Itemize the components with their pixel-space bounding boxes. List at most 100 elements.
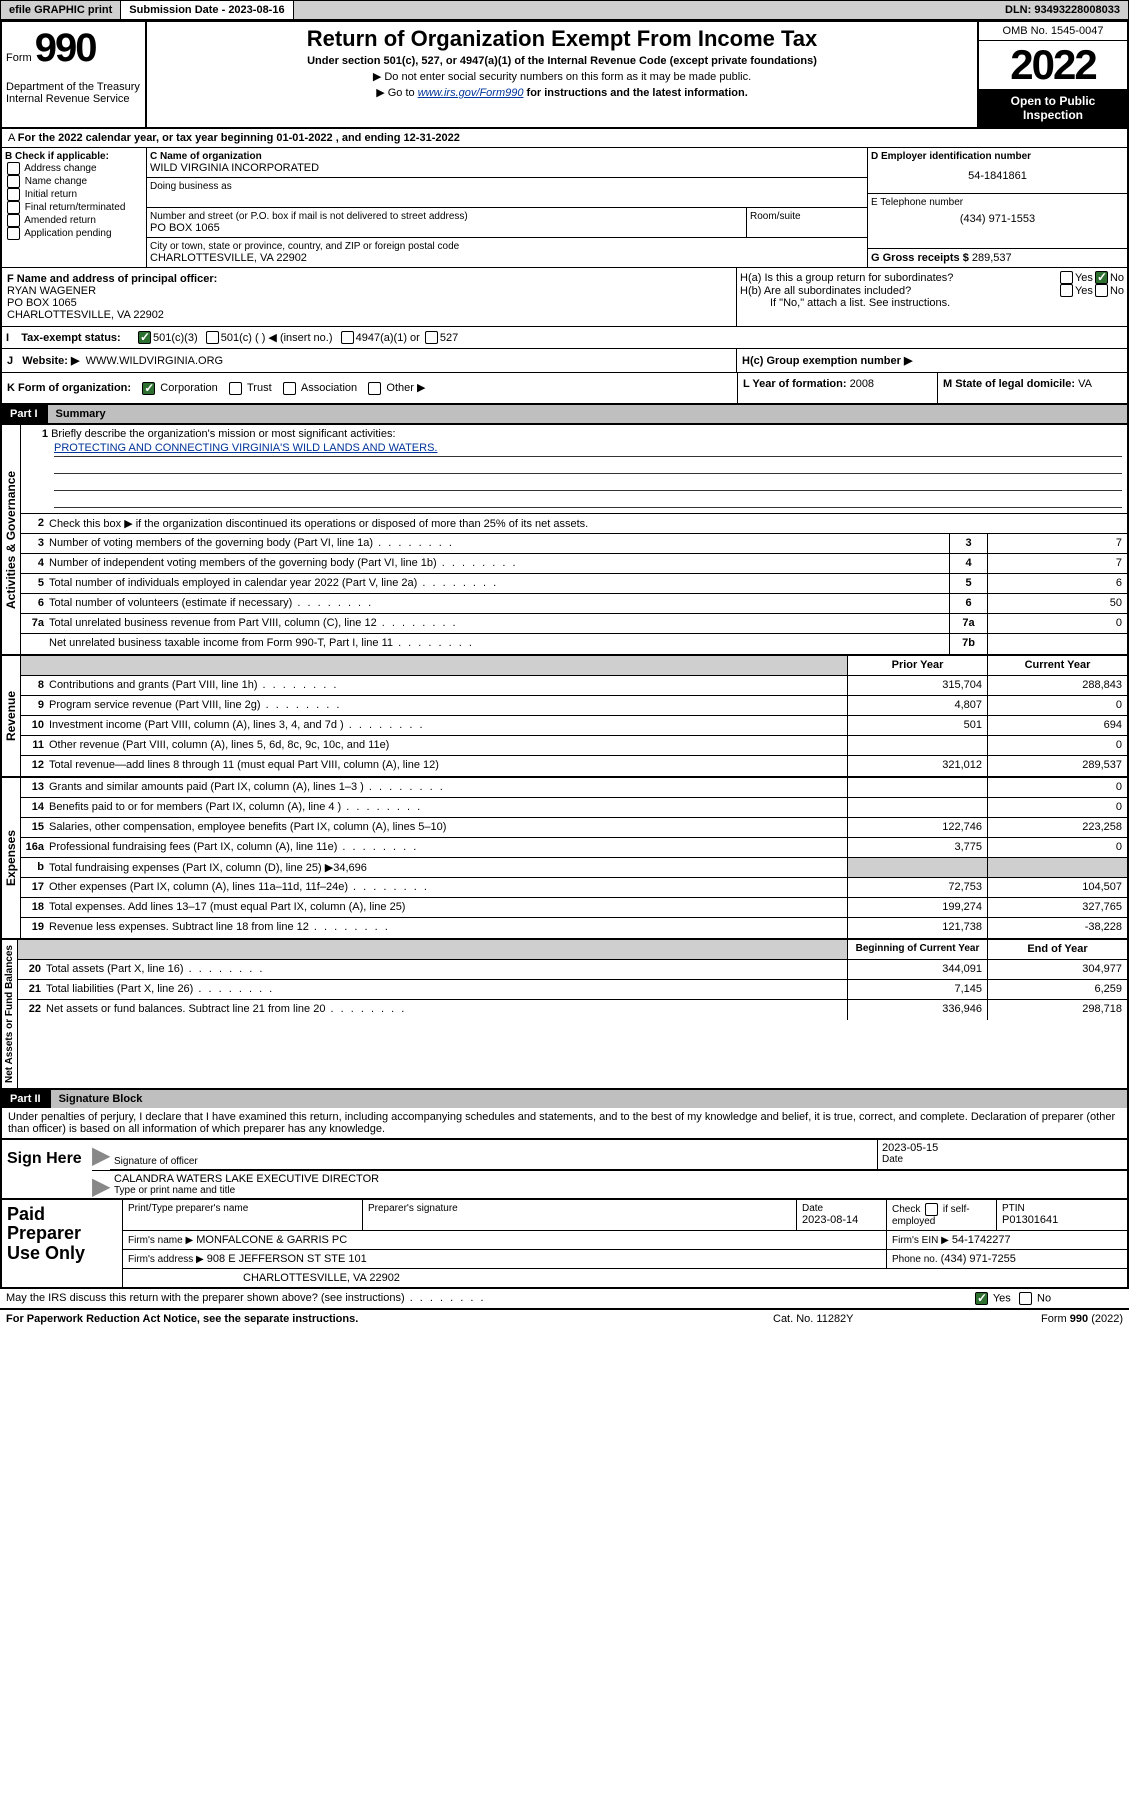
- l13-prior: [847, 778, 987, 797]
- subtitle-ssn: ▶ Do not enter social security numbers o…: [151, 70, 973, 83]
- officer-name: RYAN WAGENER: [7, 285, 731, 297]
- l8-text: Contributions and grants (Part VIII, lin…: [49, 676, 847, 695]
- l10-curr: 694: [987, 716, 1127, 735]
- cb-501c[interactable]: [206, 331, 219, 344]
- opt-name: Name change: [25, 176, 87, 187]
- subtitle-section: Under section 501(c), 527, or 4947(a)(1)…: [151, 55, 973, 67]
- l5-text: Total number of individuals employed in …: [49, 574, 949, 593]
- section-governance: Activities & Governance: [2, 425, 21, 654]
- city-label: City or town, state or province, country…: [150, 241, 864, 252]
- discuss-yes[interactable]: [975, 1292, 988, 1305]
- cb-name-change[interactable]: [7, 175, 20, 188]
- sig-officer-label: Signature of officer: [114, 1156, 873, 1167]
- l-label: L Year of formation:: [743, 378, 847, 390]
- firm-name-val: MONFALCONE & GARRIS PC: [196, 1234, 347, 1246]
- cb-final[interactable]: [7, 201, 20, 214]
- ha-no[interactable]: [1095, 271, 1108, 284]
- firm-addr-val: 908 E JEFFERSON ST STE 101: [207, 1253, 367, 1265]
- signature-arrow-icon: ▶: [92, 1140, 110, 1170]
- l8-curr: 288,843: [987, 676, 1127, 695]
- j-label: Website: ▶: [22, 355, 79, 367]
- cb-address-change[interactable]: [7, 162, 20, 175]
- cb-corp[interactable]: [142, 382, 155, 395]
- cb-4947[interactable]: [341, 331, 354, 344]
- cb-pending[interactable]: [7, 227, 20, 240]
- cb-amended[interactable]: [7, 214, 20, 227]
- irs-link[interactable]: www.irs.gov/Form990: [418, 87, 524, 99]
- l19-curr: -38,228: [987, 918, 1127, 938]
- l17-text: Other expenses (Part IX, column (A), lin…: [49, 878, 847, 897]
- dy: Yes: [993, 1292, 1011, 1304]
- l11-prior: [847, 736, 987, 755]
- tax-year: 2022: [979, 41, 1127, 89]
- ha-yes[interactable]: [1060, 271, 1073, 284]
- dln-label: DLN: 93493228008033: [294, 1, 1128, 19]
- l5-val: 6: [987, 574, 1127, 593]
- f-officer-label: F Name and address of principal officer:: [7, 273, 731, 285]
- l2-text: Check this box ▶ if the organization dis…: [49, 514, 1127, 533]
- phone-value: (434) 971-1553: [871, 208, 1124, 230]
- discuss-no[interactable]: [1019, 1292, 1032, 1305]
- efile-print-button[interactable]: efile GRAPHIC print: [1, 1, 121, 19]
- cat-no: Cat. No. 11282Y: [773, 1313, 973, 1325]
- dba-label: Doing business as: [147, 178, 867, 208]
- cb-initial[interactable]: [7, 188, 20, 201]
- prep-date-val: 2023-08-14: [802, 1214, 881, 1226]
- box-b-check: B Check if applicable: Address change Na…: [2, 148, 147, 267]
- cb-527[interactable]: [425, 331, 438, 344]
- form-number: 990: [35, 26, 96, 70]
- paid-preparer-label: Paid Preparer Use Only: [2, 1200, 122, 1287]
- submission-date-button[interactable]: Submission Date - 2023-08-16: [121, 1, 293, 19]
- cb-self-employed[interactable]: [925, 1203, 938, 1216]
- prep-name-lbl: Print/Type preparer's name: [128, 1203, 357, 1214]
- opt-corp: Corporation: [160, 382, 217, 394]
- top-toolbar: efile GRAPHIC print Submission Date - 20…: [0, 0, 1129, 20]
- part1-title: Summary: [48, 405, 1127, 423]
- officer-name-title: CALANDRA WATERS LAKE EXECUTIVE DIRECTOR: [114, 1173, 1123, 1185]
- hb-no[interactable]: [1095, 284, 1108, 297]
- section-revenue: Revenue: [2, 656, 21, 776]
- l4-text: Number of independent voting members of …: [49, 554, 949, 573]
- l8-prior: 315,704: [847, 676, 987, 695]
- phone-label: E Telephone number: [871, 197, 1124, 208]
- type-name-label: Type or print name and title: [114, 1185, 1123, 1196]
- l6-val: 50: [987, 594, 1127, 613]
- opt-501c3: 501(c)(3): [153, 332, 198, 344]
- opt-other: Other ▶: [386, 382, 425, 394]
- line-a-tax-year: A For the 2022 calendar year, or tax yea…: [0, 129, 1129, 148]
- part2-header: Part II Signature Block: [0, 1090, 1129, 1108]
- l20-begin: 344,091: [847, 960, 987, 979]
- l16a-prior: 3,775: [847, 838, 987, 857]
- l14-text: Benefits paid to or for members (Part IX…: [49, 798, 847, 817]
- prep-date-lbl: Date: [802, 1203, 881, 1214]
- hb-yes[interactable]: [1060, 284, 1073, 297]
- website-value: WWW.WILDVIRGINIA.ORG: [86, 355, 224, 367]
- cb-assoc[interactable]: [283, 382, 296, 395]
- l7a-val: 0: [987, 614, 1127, 633]
- l11-text: Other revenue (Part VIII, column (A), li…: [49, 736, 847, 755]
- cb-501c3[interactable]: [138, 331, 151, 344]
- ein-label: D Employer identification number: [871, 151, 1124, 162]
- gross-value: 289,537: [972, 252, 1012, 264]
- l14-prior: [847, 798, 987, 817]
- name-arrow-icon: ▶: [92, 1171, 110, 1198]
- pra-notice: For Paperwork Reduction Act Notice, see …: [6, 1313, 773, 1325]
- cb-trust[interactable]: [229, 382, 242, 395]
- subtitle-goto: ▶ Go to www.irs.gov/Form990 for instruct…: [151, 86, 973, 99]
- form-title: Return of Organization Exempt From Incom…: [151, 26, 973, 52]
- col-end: End of Year: [987, 940, 1127, 959]
- ha-label: H(a) Is this a group return for subordin…: [740, 272, 1058, 284]
- firm-ein-lbl: Firm's EIN ▶: [892, 1235, 949, 1246]
- part2-num: Part II: [10, 1093, 51, 1105]
- mission-link[interactable]: PROTECTING AND CONNECTING VIRGINIA'S WIL…: [54, 442, 437, 454]
- l21-end: 6,259: [987, 980, 1127, 999]
- l22-end: 298,718: [987, 1000, 1127, 1020]
- prep-self-lbl: Check: [892, 1204, 923, 1215]
- m-label: M State of legal domicile:: [943, 378, 1075, 390]
- dept-treasury: Department of the Treasury Internal Reve…: [6, 81, 141, 105]
- m-value: VA: [1078, 378, 1092, 390]
- l16a-curr: 0: [987, 838, 1127, 857]
- opt-assoc: Association: [301, 382, 357, 394]
- cb-other[interactable]: [368, 382, 381, 395]
- sig-date-label: Date: [882, 1154, 1123, 1165]
